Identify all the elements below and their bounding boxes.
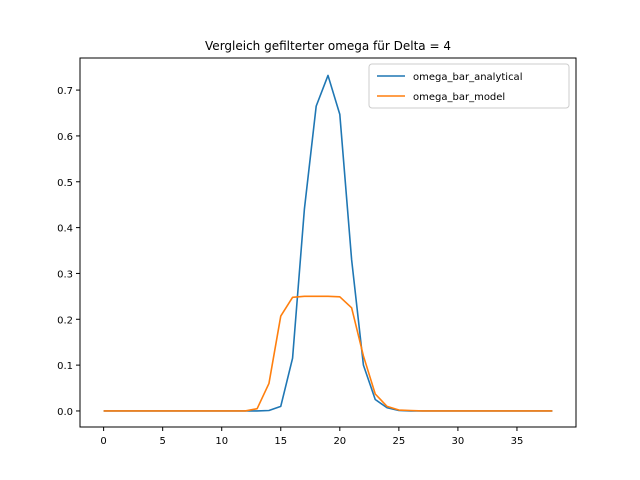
- x-tick-label: 15: [274, 436, 287, 447]
- y-tick-label: 0.7: [57, 86, 73, 97]
- y-tick-label: 0.3: [57, 269, 73, 280]
- legend: omega_bar_analytical omega_bar_model: [368, 63, 570, 109]
- x-tick-label: 25: [392, 436, 405, 447]
- x-tick-label: 5: [159, 436, 165, 447]
- legend-label-omega_bar_model: omega_bar_model: [413, 92, 505, 103]
- y-tick-label: 0.5: [57, 178, 73, 189]
- axes-frame: [79, 57, 577, 428]
- y-tick-label: 0.0: [57, 407, 73, 418]
- x-tick-label: 0: [100, 436, 106, 447]
- x-tick-label: 30: [452, 436, 465, 447]
- legend-box: [368, 63, 570, 109]
- y-tick-label: 0.1: [57, 361, 73, 372]
- series-line-omega_bar_analytical: [103, 74, 553, 412]
- plot-area: 0 5 10 15 20 25 30 35 0.0 0.1 0.2 0.3 0.4 0.5 0.6 0.7: [57, 57, 577, 447]
- y-tick-label: 0.4: [57, 224, 73, 235]
- legend-label-omega_bar_analytical: omega_bar_analytical: [413, 72, 522, 83]
- chart-title: Vergleich gefilterter omega für Delta = …: [205, 39, 451, 53]
- series-line-omega_bar_model: [103, 295, 553, 412]
- y-tick-label: 0.6: [57, 132, 73, 143]
- x-tick-label: 10: [215, 436, 228, 447]
- x-tick-label: 35: [511, 436, 524, 447]
- x-tick-label: 20: [333, 436, 346, 447]
- y-tick-label: 0.2: [57, 315, 73, 326]
